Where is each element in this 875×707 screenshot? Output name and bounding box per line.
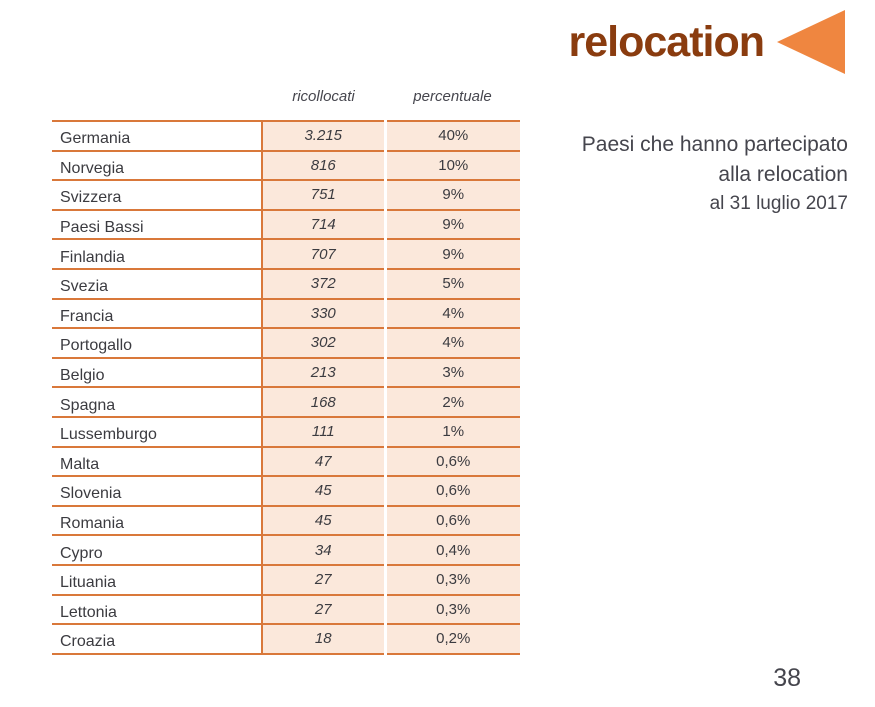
table-row: Belgio 213 3% <box>52 357 520 389</box>
left-arrow-triangle-icon <box>777 10 845 74</box>
ricollocati-cell: 111 <box>261 416 385 448</box>
percentuale-cell: 9% <box>383 239 520 270</box>
country-cell: Lettonia <box>52 594 262 626</box>
percentuale-cell: 0,4% <box>383 535 520 566</box>
ricollocati-cell: 816 <box>261 150 385 182</box>
percentuale-cell: 9% <box>383 209 520 241</box>
ricollocati-cell: 45 <box>261 476 385 507</box>
country-cell: Malta <box>52 446 262 478</box>
table-caption: Paesi che hanno partecipato alla relocat… <box>582 130 848 218</box>
country-cell: Lituania <box>52 564 262 596</box>
header-percentuale: percentuale <box>413 88 492 105</box>
ricollocati-cell: 27 <box>261 564 385 596</box>
table-row: Croazia 18 0,2% <box>52 624 520 655</box>
country-cell: Slovenia <box>52 476 262 507</box>
table-row: Lituania 27 0,3% <box>52 564 520 596</box>
ricollocati-cell: 302 <box>261 328 385 359</box>
table-row: Svezia 372 5% <box>52 268 520 300</box>
ricollocati-cell: 3.215 <box>261 121 385 152</box>
percentuale-cell: 4% <box>383 298 520 330</box>
ricollocati-cell: 45 <box>261 505 385 537</box>
country-cell: Portogallo <box>52 328 262 359</box>
table-row: Cypro 34 0,4% <box>52 535 520 566</box>
table-row: Norvegia 816 10% <box>52 150 520 182</box>
percentuale-cell: 4% <box>383 328 520 359</box>
country-cell: Lussemburgo <box>52 416 262 448</box>
page-number: 38 <box>773 664 801 692</box>
ricollocati-cell: 213 <box>261 357 385 389</box>
country-cell: Finlandia <box>52 239 262 270</box>
percentuale-cell: 2% <box>383 387 520 418</box>
country-cell: Romania <box>52 505 262 537</box>
table-row: Svizzera 751 9% <box>52 180 520 211</box>
country-cell: Spagna <box>52 387 262 418</box>
ricollocati-cell: 707 <box>261 239 385 270</box>
ricollocati-cell: 27 <box>261 594 385 626</box>
header-spacer <box>52 88 262 105</box>
caption-line-2: alla relocation <box>718 163 848 186</box>
table-row: Portogallo 302 4% <box>52 328 520 359</box>
percentuale-cell: 0,6% <box>383 446 520 478</box>
percentuale-cell: 0,6% <box>383 505 520 537</box>
country-cell: Belgio <box>52 357 262 389</box>
percentuale-cell: 0,6% <box>383 476 520 507</box>
relocation-table-body: Germania 3.215 40% Norvegia 816 10% Svizzera 75… <box>52 121 520 655</box>
percentuale-cell: 0,3% <box>383 564 520 596</box>
logo-title: relocation <box>568 17 765 66</box>
caption-line-1: Paesi che hanno partecipato <box>581 133 848 156</box>
table-header-row: ricollocati percentuale <box>52 88 520 105</box>
table-row: Francia 330 4% <box>52 298 520 330</box>
table-row: Lettonia 27 0,3% <box>52 594 520 626</box>
table-row: Romania 45 0,6% <box>52 505 520 537</box>
country-cell: Francia <box>52 298 262 330</box>
relocation-logo: relocation <box>568 10 845 74</box>
table-row: Slovenia 45 0,6% <box>52 476 520 507</box>
percentuale-cell: 0,3% <box>383 594 520 626</box>
table-row: Paesi Bassi 714 9% <box>52 209 520 241</box>
relocation-table: Germania 3.215 40% Norvegia 816 10% Svizzera 75… <box>52 120 520 655</box>
table-row: Lussemburgo 111 1% <box>52 416 520 448</box>
table-row: Malta 47 0,6% <box>52 446 520 478</box>
percentuale-cell: 40% <box>383 121 520 152</box>
country-cell: Svizzera <box>52 180 262 211</box>
ricollocati-cell: 330 <box>261 298 385 330</box>
header-ricollocati: ricollocati <box>292 88 355 105</box>
ricollocati-cell: 18 <box>261 624 385 655</box>
ricollocati-cell: 714 <box>261 209 385 241</box>
table-row: Germania 3.215 40% <box>52 121 520 152</box>
country-cell: Svezia <box>52 268 262 300</box>
percentuale-cell: 5% <box>383 268 520 300</box>
percentuale-cell: 0,2% <box>383 624 520 655</box>
percentuale-cell: 3% <box>383 357 520 389</box>
country-cell: Norvegia <box>52 150 262 182</box>
ricollocati-cell: 47 <box>261 446 385 478</box>
ricollocati-cell: 751 <box>261 180 385 211</box>
table-row: Spagna 168 2% <box>52 387 520 418</box>
country-cell: Cypro <box>52 535 262 566</box>
caption-date: al 31 luglio 2017 <box>709 193 848 214</box>
percentuale-cell: 10% <box>383 150 520 182</box>
ricollocati-cell: 372 <box>261 268 385 300</box>
percentuale-cell: 1% <box>383 416 520 448</box>
country-cell: Croazia <box>52 624 262 655</box>
country-cell: Germania <box>52 121 262 152</box>
table-row: Finlandia 707 9% <box>52 239 520 270</box>
percentuale-cell: 9% <box>383 180 520 211</box>
ricollocati-cell: 168 <box>261 387 385 418</box>
ricollocati-cell: 34 <box>261 535 385 566</box>
country-cell: Paesi Bassi <box>52 209 262 241</box>
